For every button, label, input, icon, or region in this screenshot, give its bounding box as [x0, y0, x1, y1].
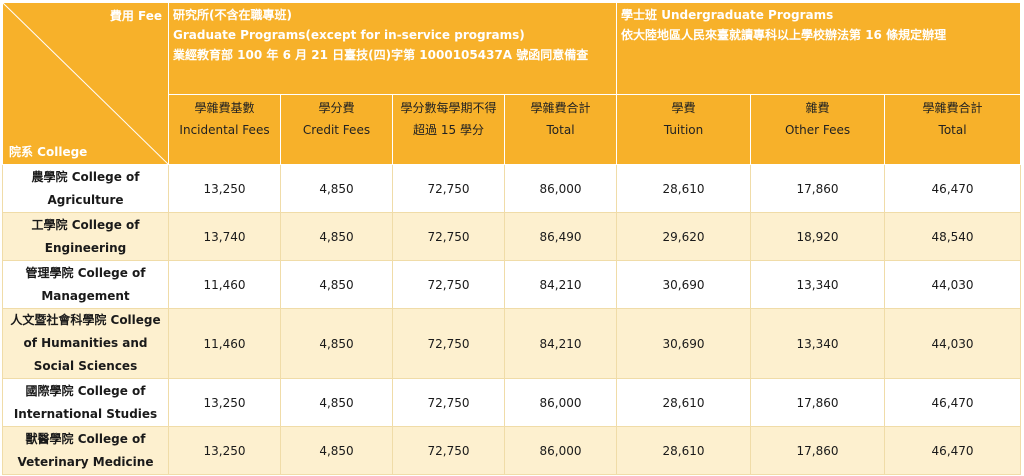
- other-fees-value: 13,340: [750, 308, 886, 379]
- credit-limit-value: 72,750: [392, 378, 505, 427]
- incidental-fees-value: 13,250: [168, 164, 281, 213]
- table-row: 農學院 College of Agriculture 13,250 4,850 …: [2, 164, 1022, 213]
- credit-limit-value: 72,750: [392, 164, 505, 213]
- credit-limit-value: 72,750: [392, 212, 505, 261]
- col-undergrad-total: 學雜費合計 Total: [884, 94, 1022, 165]
- undergrad-total-value: 46,470: [884, 426, 1022, 475]
- college-label: 院系 College: [9, 145, 88, 159]
- grad-total-value: 86,000: [503, 378, 618, 427]
- col-credit-limit: 學分數每學期不得超過 15 學分: [392, 94, 505, 165]
- college-name: 農學院 College of Agriculture: [2, 164, 169, 213]
- graduate-title: 研究所(不含在職專班): [173, 8, 292, 22]
- credit-fees-value: 4,850: [280, 164, 393, 213]
- column-header-row: 學雜費基數 Incidental Fees 學分費 Credit Fees 學分…: [3, 94, 1022, 165]
- college-name: 人文暨社會科學院 College of Humanities and Socia…: [2, 308, 169, 379]
- undergrad-total-value: 48,540: [884, 212, 1022, 261]
- undergrad-total-value: 44,030: [884, 308, 1022, 379]
- credit-limit-value: 72,750: [392, 426, 505, 475]
- incidental-fees-value: 13,740: [168, 212, 281, 261]
- undergrad-total-value: 44,030: [884, 260, 1022, 309]
- table-row: 人文暨社會科學院 College of Humanities and Socia…: [2, 308, 1022, 379]
- incidental-fees-value: 11,460: [168, 260, 281, 309]
- credit-fees-value: 4,850: [280, 308, 393, 379]
- credit-limit-value: 72,750: [392, 308, 505, 379]
- other-fees-value: 17,860: [750, 164, 886, 213]
- table-row: 管理學院 College of Management 11,460 4,850 …: [2, 260, 1022, 309]
- credit-fees-value: 4,850: [280, 212, 393, 261]
- college-name: 獸醫學院 College of Veterinary Medicine: [2, 426, 169, 475]
- college-name: 工學院 College of Engineering: [2, 212, 169, 261]
- tuition-value: 28,610: [616, 426, 752, 475]
- col-grad-total: 學雜費合計 Total: [503, 94, 618, 165]
- graduate-programs-header: 研究所(不含在職專班) Graduate Programs(except for…: [167, 2, 618, 95]
- undergraduate-programs-header: 學士班 Undergraduate Programs 依大陸地區人民來臺就讀專科…: [616, 2, 1022, 95]
- tuition-value: 28,610: [616, 378, 752, 427]
- grad-total-value: 86,000: [503, 164, 618, 213]
- tuition-value: 28,610: [616, 164, 752, 213]
- table-row: 獸醫學院 College of Veterinary Medicine 13,2…: [2, 426, 1022, 475]
- grad-total-value: 86,000: [503, 426, 618, 475]
- corner-header-cell: 費用 Fee 院系 College: [2, 2, 169, 165]
- col-credit-fees: 學分費 Credit Fees: [280, 94, 393, 165]
- tuition-value: 30,690: [616, 308, 752, 379]
- incidental-fees-value: 13,250: [168, 378, 281, 427]
- other-fees-value: 17,860: [750, 426, 886, 475]
- group-header-row: 費用 Fee 院系 College 研究所(不含在職專班) Graduate P…: [2, 2, 1022, 165]
- tuition-value: 30,690: [616, 260, 752, 309]
- col-incidental-fees: 學雜費基數 Incidental Fees: [168, 94, 281, 165]
- incidental-fees-value: 11,460: [168, 308, 281, 379]
- incidental-fees-value: 13,250: [168, 426, 281, 475]
- college-name: 管理學院 College of Management: [2, 260, 169, 309]
- credit-limit-value: 72,750: [392, 260, 505, 309]
- undergraduate-title: 學士班 Undergraduate Programs: [621, 8, 834, 22]
- college-name: 國際學院 College of International Studies: [2, 378, 169, 427]
- undergrad-total-value: 46,470: [884, 164, 1022, 213]
- table-row: 工學院 College of Engineering 13,740 4,850 …: [2, 212, 1022, 261]
- credit-fees-value: 4,850: [280, 260, 393, 309]
- credit-fees-value: 4,850: [280, 378, 393, 427]
- col-tuition: 學費 Tuition: [616, 94, 752, 165]
- graduate-approval-note: 業經教育部 100 年 6 月 21 日臺技(四)字第 1000105437A …: [173, 48, 589, 62]
- tuition-value: 29,620: [616, 212, 752, 261]
- undergraduate-note: 依大陸地區人民來臺就讀專科以上學校辦法第 16 條規定辦理: [621, 28, 947, 42]
- corner-diagonal-line: [3, 3, 168, 164]
- grad-total-value: 84,210: [503, 260, 618, 309]
- graduate-subtitle: Graduate Programs(except for in-service …: [173, 28, 525, 42]
- other-fees-value: 17,860: [750, 378, 886, 427]
- grad-total-value: 86,490: [503, 212, 618, 261]
- undergrad-total-value: 46,470: [884, 378, 1022, 427]
- col-other-fees: 雜費 Other Fees: [750, 94, 886, 165]
- table-row: 國際學院 College of International Studies 13…: [2, 378, 1022, 427]
- credit-fees-value: 4,850: [280, 426, 393, 475]
- fee-label: 費用 Fee: [109, 9, 162, 23]
- other-fees-value: 13,340: [750, 260, 886, 309]
- grad-total-value: 84,210: [503, 308, 618, 379]
- other-fees-value: 18,920: [750, 212, 886, 261]
